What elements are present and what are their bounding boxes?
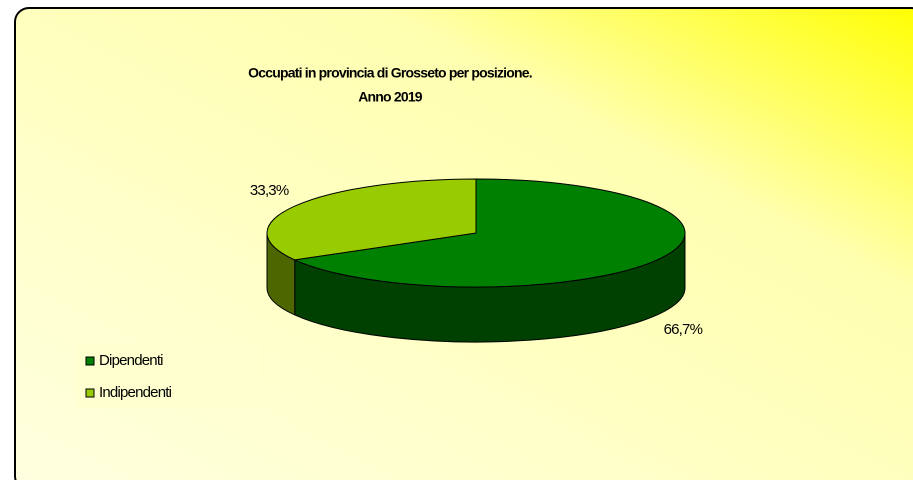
pie-slice: [266, 178, 477, 261]
legend-label: Indipendenti: [99, 384, 172, 401]
legend-box: [77, 345, 260, 408]
data-label: 66,7%: [664, 321, 703, 338]
chart-subtitle: Anno 2019: [358, 89, 423, 105]
pie-slice: [293, 178, 686, 288]
legend-marker: [85, 356, 95, 366]
data-label: 33,3%: [250, 182, 289, 199]
legend-marker: [85, 388, 95, 398]
chart-title: Occupati in provincia di Grosseto per po…: [248, 65, 532, 81]
legend-label: Dipendenti: [99, 352, 163, 369]
